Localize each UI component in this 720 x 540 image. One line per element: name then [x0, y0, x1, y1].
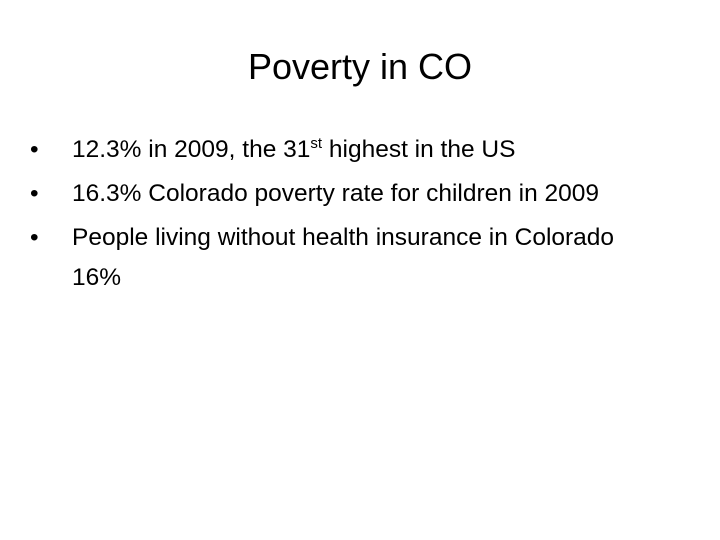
bullet-text: highest in the US	[322, 136, 516, 163]
bullet-dot: •	[30, 180, 39, 207]
bullet-text: 12.3% in 2009, the 31	[72, 136, 311, 163]
bullet-text: People living without health insurance i…	[72, 224, 615, 291]
bullet: • 12.3% in 2009, the 31st highest in the …	[0, 130, 644, 170]
bullet: • 16.3% Colorado poverty rate for childre…	[0, 174, 644, 214]
bullet-list: • 12.3% in 2009, the 31st highest in the …	[0, 130, 720, 302]
superscript: st	[310, 135, 323, 152]
bullet-dot: •	[30, 136, 39, 163]
slide-title: Poverty in CO	[247, 46, 473, 87]
bullet-text: 16.3% Colorado poverty rate for children…	[72, 180, 600, 207]
bullet-dot: •	[30, 224, 39, 251]
bullet: • People living without health insurance …	[0, 218, 644, 298]
